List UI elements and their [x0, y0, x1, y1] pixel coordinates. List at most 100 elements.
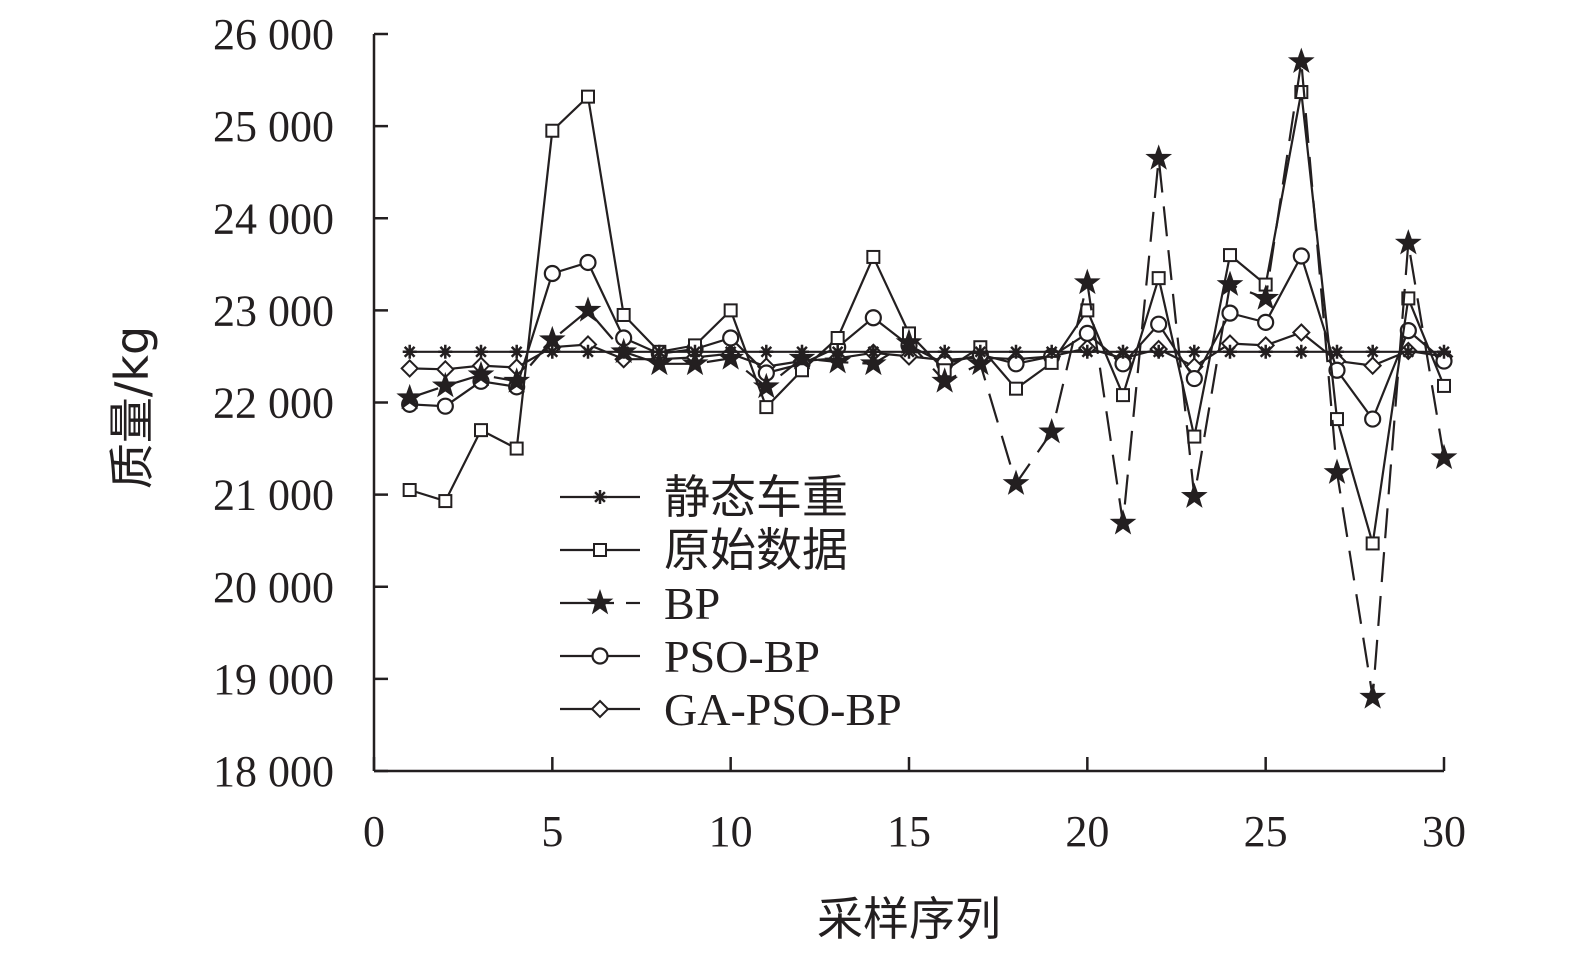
- data-point: [1365, 344, 1380, 359]
- data-point: [722, 329, 740, 347]
- x-tick-label: 10: [709, 807, 753, 856]
- data-point: [400, 358, 420, 378]
- data-point: [859, 349, 887, 376]
- data-point: [688, 344, 702, 359]
- y-tick-label: 19 000: [213, 655, 334, 704]
- legend-item: PSO-BP: [560, 631, 820, 682]
- data-point: [1359, 683, 1387, 709]
- legend-marker: [590, 699, 610, 719]
- y-tick-label: 18 000: [213, 747, 334, 796]
- data-point: [795, 363, 809, 378]
- data-point: [545, 344, 560, 359]
- data-point: [1145, 144, 1173, 170]
- data-point: [1009, 344, 1023, 359]
- data-point: [830, 344, 845, 359]
- y-tick-label: 24 000: [213, 194, 334, 243]
- data-point: [1257, 313, 1275, 331]
- legend-label: PSO-BP: [664, 631, 820, 682]
- data-point: [752, 372, 780, 399]
- series-0: [402, 344, 1451, 359]
- data-point: [1330, 412, 1344, 427]
- legend-label: 静态车重: [664, 472, 848, 523]
- legend-item: BP: [560, 578, 720, 629]
- x-tick-label: 5: [541, 807, 563, 856]
- x-axis-title: 采样序列: [817, 892, 1001, 946]
- y-tick-label: 25 000: [213, 102, 334, 151]
- data-point: [759, 400, 774, 415]
- series-line: [409, 91, 1446, 544]
- data-point: [509, 344, 524, 359]
- data-point: [652, 344, 667, 359]
- data-point: [509, 441, 524, 456]
- data-point: [1364, 410, 1382, 428]
- x-tick-label: 30: [1422, 807, 1466, 856]
- data-point: [503, 367, 531, 393]
- data-point: [645, 349, 673, 376]
- data-point: [1430, 443, 1458, 470]
- y-tick-label: 22 000: [213, 379, 334, 428]
- legend-label: BP: [664, 578, 720, 629]
- data-point: [723, 303, 738, 318]
- legend-item: 原始数据: [560, 525, 848, 576]
- data-point: [1394, 229, 1422, 255]
- y-ticks: 18 000 19 000 20 000 21 000 22 000 23 000 24 0…: [213, 10, 388, 796]
- data-point: [579, 253, 597, 272]
- x-tick-label: 0: [363, 807, 385, 856]
- data-point: [1437, 344, 1451, 359]
- data-point: [1287, 47, 1315, 74]
- data-point: [864, 309, 882, 327]
- data-point: [1044, 344, 1059, 359]
- y-tick-label: 20 000: [213, 563, 334, 612]
- series-2: [396, 47, 1458, 709]
- x-tick-label: 15: [887, 807, 931, 856]
- y-tick-label: 26 000: [213, 10, 334, 59]
- data-point: [1116, 344, 1130, 359]
- series-layer: [396, 47, 1458, 709]
- data-point: [759, 344, 774, 359]
- data-point: [1401, 291, 1416, 306]
- data-point: [616, 307, 631, 322]
- data-point: [931, 367, 959, 393]
- legend-marker: [586, 588, 614, 615]
- data-point: [1187, 429, 1202, 444]
- data-point: [474, 344, 488, 359]
- data-point: [545, 123, 560, 138]
- x-ticks: 0 5 10 15 20 25 30: [363, 757, 1466, 856]
- data-point: [438, 494, 453, 509]
- data-point: [1002, 469, 1030, 495]
- data-point: [1221, 304, 1239, 322]
- axes: [372, 34, 1444, 773]
- data-point: [1258, 344, 1273, 359]
- data-point: [1223, 344, 1237, 359]
- y-tick-label: 23 000: [213, 286, 334, 335]
- data-point: [1080, 344, 1095, 359]
- data-point: [581, 344, 595, 359]
- data-point: [681, 349, 709, 376]
- data-point: [396, 383, 424, 410]
- data-point: [1252, 284, 1280, 310]
- data-point: [1180, 482, 1208, 508]
- series-1: [402, 85, 1451, 551]
- data-point: [830, 331, 845, 346]
- data-point: [1291, 323, 1311, 342]
- data-point: [723, 344, 738, 359]
- data-point: [1363, 356, 1383, 376]
- data-point: [1185, 369, 1203, 388]
- data-point: [581, 89, 595, 104]
- data-point: [543, 264, 561, 283]
- data-point: [1323, 458, 1351, 484]
- x-tick-label: 25: [1244, 807, 1288, 856]
- data-point: [973, 344, 988, 359]
- data-point: [1150, 315, 1168, 333]
- data-point: [1365, 536, 1380, 551]
- legend-item: GA-PSO-BP: [560, 684, 902, 735]
- data-point: [1151, 344, 1166, 359]
- data-point: [574, 296, 602, 322]
- legend-label: 原始数据: [664, 525, 848, 576]
- data-point: [1294, 344, 1309, 359]
- legend-marker: [593, 543, 607, 557]
- data-point: [1009, 381, 1023, 396]
- data-point: [1437, 378, 1451, 393]
- data-point: [795, 344, 809, 359]
